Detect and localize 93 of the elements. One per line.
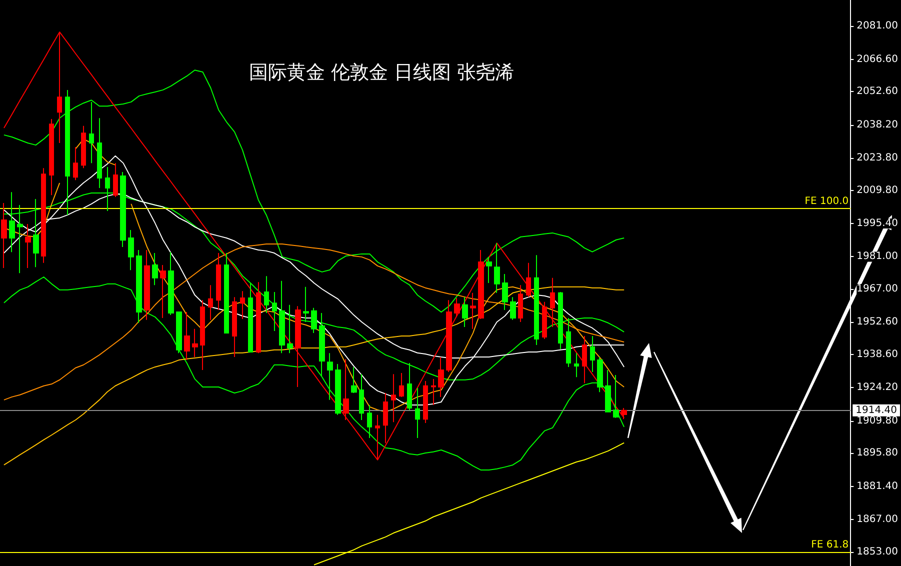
candlestick	[470, 292, 476, 330]
candlestick	[176, 312, 182, 354]
candlestick	[574, 352, 579, 378]
ref-line-label: 1914.40	[856, 404, 898, 416]
y-tick-label: 2023.80	[856, 152, 898, 164]
candlestick	[518, 284, 523, 322]
candlestick	[510, 296, 516, 320]
candlestick	[431, 378, 436, 406]
candlestick	[200, 300, 205, 370]
y-tick-label: 2066.60	[856, 54, 898, 65]
candlestick	[272, 291, 277, 332]
ref-line-label: FE 61.8	[811, 539, 849, 550]
y-tick-label: 1909.80	[856, 415, 898, 426]
candlestick	[208, 284, 213, 320]
candlestick	[264, 276, 269, 314]
candlestick	[144, 250, 150, 320]
candlestick	[383, 392, 388, 444]
candlestick	[526, 262, 531, 298]
text: 国际黄金 伦敦金 日线图 张尧浠	[249, 62, 514, 84]
candlestick	[152, 252, 158, 286]
y-tick-label: 1995.40	[856, 218, 898, 229]
y-tick-label: 1967.00	[856, 283, 898, 294]
y-tick-label: 1981.00	[856, 251, 898, 262]
candlestick	[590, 336, 595, 373]
candlestick	[89, 101, 94, 164]
candlestick	[256, 282, 261, 354]
candlestick	[582, 336, 587, 384]
candlestick	[558, 291, 563, 350]
candlestick	[41, 168, 46, 264]
candlestick	[192, 328, 198, 358]
candlestick	[73, 146, 78, 181]
y-tick-label: 2009.80	[856, 184, 898, 196]
candlestick	[534, 254, 539, 346]
candlestick	[168, 252, 174, 316]
candlestick	[502, 274, 508, 310]
candlestick	[423, 380, 428, 424]
y-tick-label: 2081.00	[856, 20, 898, 32]
candlestick	[327, 352, 333, 400]
candlestick	[359, 374, 364, 420]
y-tick-label: 1853.00	[856, 546, 898, 558]
candlestick	[542, 301, 547, 340]
candlestick	[351, 366, 357, 394]
candlestick	[113, 162, 118, 198]
candlestick	[415, 387, 420, 438]
candlestick	[295, 306, 301, 388]
candlestick	[49, 118, 54, 196]
candlestick	[1, 202, 7, 269]
candlestick	[279, 280, 285, 354]
candlestick	[399, 372, 404, 398]
y-tick-label: 1867.00	[856, 514, 898, 526]
candlestick	[33, 198, 39, 268]
candlestick	[97, 118, 102, 188]
candlestick	[335, 363, 341, 416]
line-series	[3, 244, 625, 400]
y-tick-label: 1924.20	[856, 382, 898, 394]
candlestick	[550, 277, 555, 328]
candlestick	[566, 318, 571, 368]
y-tick-label: 1895.80	[856, 448, 898, 459]
candlestick	[494, 242, 500, 294]
candlestick	[343, 358, 349, 420]
candlestick	[454, 297, 460, 318]
candlestick	[478, 250, 484, 320]
candlestick	[462, 296, 468, 328]
candlestick	[367, 404, 372, 438]
candlestick	[160, 264, 166, 319]
candlestick	[391, 374, 396, 423]
y-tick-label: 2038.20	[856, 119, 898, 130]
y-tick-label: 2052.60	[856, 86, 898, 98]
candlestick	[184, 312, 190, 361]
ref-line-label: FE 100.0	[804, 196, 849, 207]
candlestick	[128, 229, 134, 271]
candlestick	[81, 125, 86, 169]
line-series	[3, 32, 625, 460]
y-tick-label: 1952.60	[856, 316, 898, 328]
candlestick	[287, 304, 293, 354]
candlestick	[597, 356, 603, 393]
candlestick	[216, 252, 221, 310]
y-tick-label: 1881.40	[856, 480, 898, 492]
candlestick	[319, 312, 325, 376]
candlestick	[224, 252, 229, 334]
candlestick	[438, 356, 444, 398]
candlestick	[25, 223, 31, 269]
candlestick	[446, 300, 452, 373]
candlestick	[303, 286, 309, 322]
candlestick	[17, 204, 23, 274]
candlestick	[248, 282, 253, 352]
candlestick	[232, 296, 237, 358]
candlestick	[605, 369, 611, 412]
candlestick	[613, 374, 619, 418]
candlestick	[311, 307, 317, 334]
candlestick	[240, 290, 245, 320]
candlestick	[486, 256, 492, 284]
y-tick-label: 1938.60	[856, 349, 898, 360]
